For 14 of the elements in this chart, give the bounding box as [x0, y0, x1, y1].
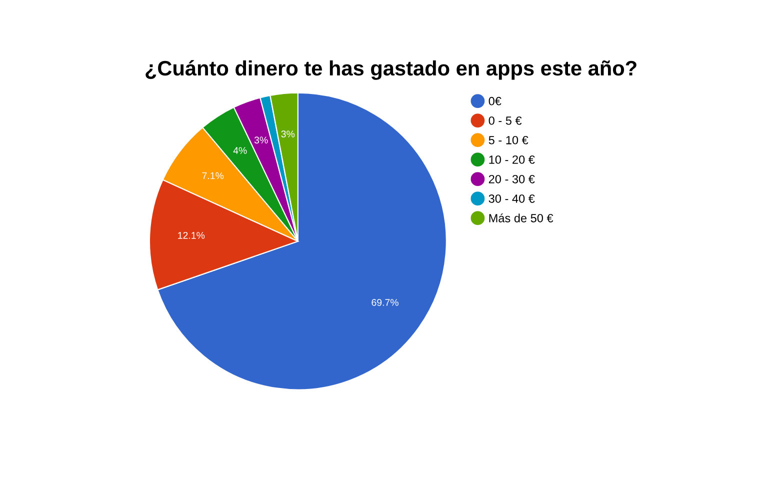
- legend-label: Más de 50 €: [489, 214, 554, 222]
- legend-label: 0 - 5 €: [488, 116, 522, 125]
- legend-label: 20 - 30 €: [488, 174, 535, 184]
- chart-title: ¿Cuánto dinero te has gastado en apps este año?: [146, 60, 636, 80]
- legend-label: 5 - 10 €: [488, 136, 528, 144]
- data-label: 7.1%: [202, 172, 224, 180]
- data-label: 69.7%: [372, 299, 398, 306]
- legend-label: 30 - 40 €: [488, 194, 535, 203]
- data-label: 12.1%: [178, 232, 205, 239]
- legend-label: 0€: [488, 96, 502, 106]
- data-label: 3%: [281, 130, 295, 138]
- data-label: 3%: [254, 136, 268, 144]
- data-label: 4%: [233, 147, 247, 154]
- legend-label: 10 - 20 €: [489, 155, 535, 164]
